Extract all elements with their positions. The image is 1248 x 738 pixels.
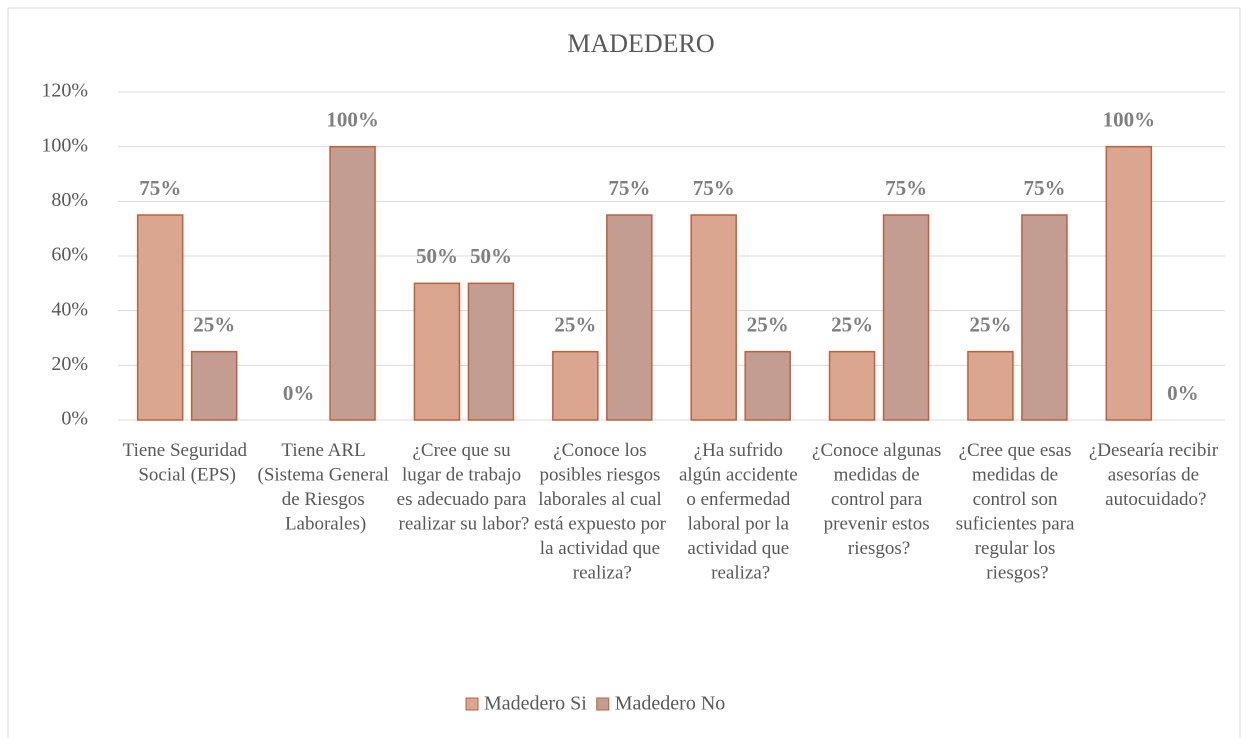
x-tick-label: Tiene Seguridad Social (EPS) [123,440,252,486]
y-tick-label: 100% [41,134,88,156]
data-label: 75% [139,176,181,200]
data-label: 25% [831,312,873,336]
data-label: 100% [326,107,379,131]
data-label: 25% [193,312,235,336]
x-tick-label: Tiene ARL (Sistema General de Riesgos La… [258,440,394,535]
bar [744,350,791,421]
bar [552,350,599,421]
bar [606,214,653,421]
x-tick-label: ¿Conoce algunas medidas de control para … [812,440,946,559]
bar [136,214,184,421]
y-tick-label: 60% [51,244,88,266]
x-tick-label: ¿Cree que su lugar de trabajo es adecuad… [397,440,532,535]
x-tick-label: ¿Desearía recibir asesorías de autocuida… [1089,440,1223,510]
bar [190,350,238,421]
data-label: 25% [554,312,596,336]
data-label: 0% [283,381,315,405]
data-label: 75% [885,176,927,200]
data-label: 25% [969,312,1011,336]
legend-label: Madedero No [615,693,726,715]
bar [467,282,515,421]
x-tick-label: ¿Conoce los posibles riesgos laborales a… [534,440,671,584]
bar [1105,145,1153,421]
x-tick-label: ¿Cree que esas medidas de control son su… [956,440,1079,584]
bar [828,350,876,421]
y-tick-label: 20% [51,353,88,375]
data-label: 75% [608,176,650,200]
bar [329,145,376,421]
bar [690,214,737,421]
y-tick-label: 80% [51,189,88,211]
legend-label: Madedero Si [484,693,587,715]
bar [882,214,930,421]
data-label: 75% [693,176,735,200]
legend-swatch [596,697,610,711]
bar [967,350,1014,421]
data-label: 0% [1167,381,1199,405]
y-tick-label: 40% [51,298,88,320]
data-label: 100% [1103,107,1156,131]
data-label: 50% [470,244,512,268]
data-label: 50% [416,244,458,268]
y-tick-label: 0% [61,408,88,430]
y-tick-label: 120% [41,80,88,102]
x-tick-label: ¿Ha sufrido algún accidente o enfermedad… [679,440,802,584]
bar [413,282,461,421]
legend-swatch [465,697,479,711]
chart-title: MADEDERO [567,29,714,58]
bar [1021,214,1068,421]
data-label: 25% [747,312,789,336]
data-label: 75% [1023,176,1065,200]
